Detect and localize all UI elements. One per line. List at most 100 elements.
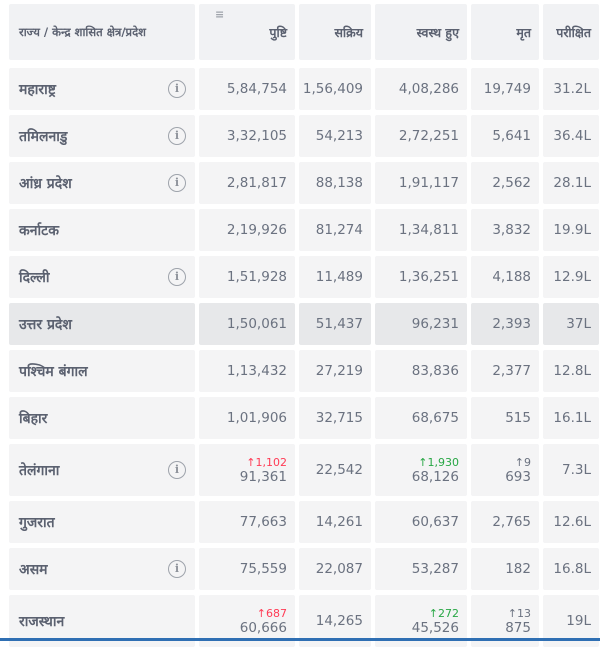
state-name: बिहार: [19, 410, 48, 427]
tested-cell: 16.1L: [543, 397, 599, 439]
deceased-delta: ↑9: [514, 455, 531, 469]
table-row[interactable]: असम i 75,559 22,087 53,287 182 16.8L: [9, 548, 599, 590]
state-name: गुजरात: [19, 514, 55, 531]
recovered-value: 96,231: [411, 315, 459, 332]
info-circle-icon[interactable]: i: [168, 461, 186, 479]
deceased-value: 2,765: [492, 513, 531, 530]
recovered-value: 1,91,117: [398, 174, 459, 191]
sort-icon: ≡: [215, 8, 225, 21]
confirmed-value: 1,01,906: [226, 409, 287, 426]
state-cell[interactable]: पश्चिम बंगाल: [9, 350, 195, 392]
deceased-cell: 2,377: [471, 350, 539, 392]
state-cell[interactable]: कर्नाटक: [9, 209, 195, 251]
info-circle-icon[interactable]: i: [168, 560, 186, 578]
confirmed-cell: ↑1,102 91,361: [199, 444, 295, 496]
active-value: 51,437: [315, 315, 363, 332]
table-row[interactable]: दिल्ली i 1,51,928 11,489 1,36,251 4,188 12.9L: [9, 256, 599, 298]
recovered-cell: ↑1,930 68,126: [375, 444, 467, 496]
state-table: राज्य / केन्द्र शासित क्षेत्र/प्रदेश ≡ प…: [9, 4, 599, 647]
deceased-value: 2,562: [492, 174, 531, 191]
state-cell[interactable]: गुजरात: [9, 501, 195, 543]
tested-value: 12.9L: [553, 268, 591, 285]
header-active[interactable]: सक्रिय: [299, 4, 371, 60]
state-cell[interactable]: महाराष्ट्र i: [9, 68, 195, 110]
recovered-value: 68,675: [411, 409, 459, 426]
active-value: 22,542: [315, 461, 363, 478]
tested-value: 16.1L: [553, 409, 591, 426]
active-cell: 22,087: [299, 548, 371, 590]
recovered-cell: 53,287: [375, 548, 467, 590]
header-state[interactable]: राज्य / केन्द्र शासित क्षेत्र/प्रदेश: [9, 4, 195, 60]
tested-cell: 7.3L: [543, 444, 599, 496]
info-circle-icon[interactable]: i: [168, 80, 186, 98]
deceased-cell: 2,562: [471, 162, 539, 204]
recovered-cell: 60,637: [375, 501, 467, 543]
deceased-value: 4,188: [492, 268, 531, 285]
recovered-value: 45,526: [411, 619, 459, 636]
recovered-cell: 96,231: [375, 303, 467, 345]
confirmed-cell: 3,32,105: [199, 115, 295, 157]
state-cell[interactable]: तमिलनाडु i: [9, 115, 195, 157]
info-circle-icon[interactable]: i: [168, 127, 186, 145]
header-confirmed[interactable]: ≡ पुष्टि: [199, 4, 295, 60]
info-circle-icon[interactable]: i: [168, 268, 186, 286]
recovered-value: 1,34,811: [398, 221, 459, 238]
recovered-value: 53,287: [411, 560, 459, 577]
confirmed-value: 2,81,817: [226, 174, 287, 191]
header-confirmed-label: पुष्टि: [269, 24, 287, 40]
recovered-cell: 68,675: [375, 397, 467, 439]
state-name: तमिलनाडु: [19, 128, 68, 145]
confirmed-delta: ↑1,102: [246, 455, 287, 469]
deceased-value: 3,832: [492, 221, 531, 238]
recovered-value: 83,836: [411, 362, 459, 379]
table-row[interactable]: बिहार 1,01,906 32,715 68,675 515 16.1L: [9, 397, 599, 439]
active-cell: 51,437: [299, 303, 371, 345]
deceased-cell: 5,641: [471, 115, 539, 157]
recovered-cell: 1,36,251: [375, 256, 467, 298]
confirmed-value: 5,84,754: [226, 80, 287, 97]
deceased-value: 515: [505, 409, 531, 426]
state-cell[interactable]: तेलंगाना i: [9, 444, 195, 496]
tested-value: 7.3L: [562, 461, 591, 478]
header-tested[interactable]: परीक्षित: [543, 4, 599, 60]
active-value: 81,274: [315, 221, 363, 238]
active-value: 1,56,409: [302, 80, 363, 97]
state-name: दिल्ली: [19, 269, 50, 286]
active-cell: 54,213: [299, 115, 371, 157]
table-row[interactable]: पश्चिम बंगाल 1,13,432 27,219 83,836 2,377 12.…: [9, 350, 599, 392]
confirmed-value: 91,361: [239, 468, 287, 485]
state-name: राजस्थान: [19, 613, 65, 630]
confirmed-cell: 2,81,817: [199, 162, 295, 204]
recovered-delta: ↑1,930: [418, 455, 459, 469]
header-deceased-label: मृत: [516, 24, 531, 40]
table-header: राज्य / केन्द्र शासित क्षेत्र/प्रदेश ≡ प…: [9, 4, 599, 60]
table-row[interactable]: कर्नाटक 2,19,926 81,274 1,34,811 3,832 19.9L: [9, 209, 599, 251]
table-row[interactable]: गुजरात 77,663 14,261 60,637 2,765 12.6L: [9, 501, 599, 543]
state-cell[interactable]: आंध्र प्रदेश i: [9, 162, 195, 204]
table-row[interactable]: तमिलनाडु i 3,32,105 54,213 2,72,251 5,641 36.4…: [9, 115, 599, 157]
active-value: 14,261: [315, 513, 363, 530]
state-cell[interactable]: उत्तर प्रदेश: [9, 303, 195, 345]
deceased-value: 182: [505, 560, 531, 577]
state-cell[interactable]: असम i: [9, 548, 195, 590]
confirmed-value: 1,51,928: [226, 268, 287, 285]
deceased-delta: ↑13: [507, 606, 531, 620]
table-row[interactable]: उत्तर प्रदेश 1,50,061 51,437 96,231 2,393 37L: [9, 303, 599, 345]
table-row[interactable]: तेलंगाना i ↑1,102 91,361 22,542 ↑1,930 68,126 ↑…: [9, 444, 599, 496]
recovered-cell: 1,91,117: [375, 162, 467, 204]
table-row[interactable]: आंध्र प्रदेश i 2,81,817 88,138 1,91,117 2,562…: [9, 162, 599, 204]
active-value: 54,213: [315, 127, 363, 144]
confirmed-delta: ↑687: [256, 606, 287, 620]
header-recovered[interactable]: स्वस्थ हुए: [375, 4, 467, 60]
state-cell[interactable]: दिल्ली i: [9, 256, 195, 298]
header-deceased[interactable]: मृत: [471, 4, 539, 60]
table-row[interactable]: महाराष्ट्र i 5,84,754 1,56,409 4,08,286 19,74…: [9, 68, 599, 110]
active-cell: 81,274: [299, 209, 371, 251]
deceased-cell: 515: [471, 397, 539, 439]
recovered-value: 1,36,251: [398, 268, 459, 285]
info-circle-icon[interactable]: i: [168, 174, 186, 192]
header-tested-label: परीक्षित: [556, 24, 591, 40]
state-cell[interactable]: बिहार: [9, 397, 195, 439]
header-state-label: राज्य / केन्द्र शासित क्षेत्र/प्रदेश: [19, 24, 147, 39]
recovered-cell: 4,08,286: [375, 68, 467, 110]
